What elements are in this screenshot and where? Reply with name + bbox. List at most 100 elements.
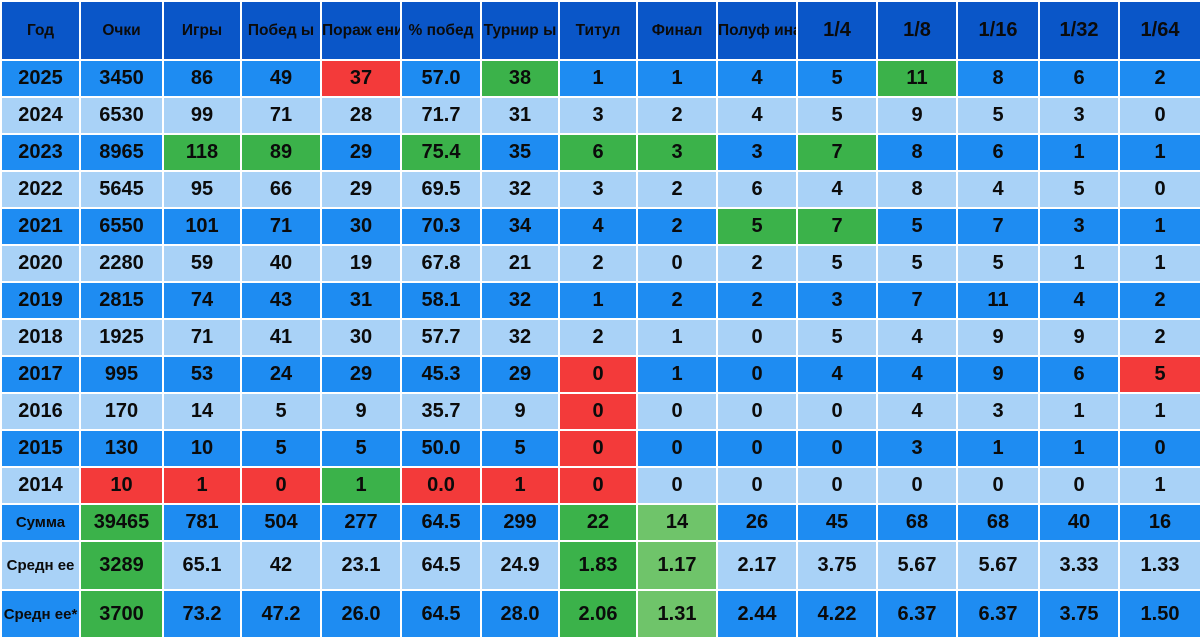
column-header: % побед <box>400 0 482 61</box>
table-cell: 49 <box>240 59 322 98</box>
table-cell: 71.7 <box>400 96 482 135</box>
table-cell: 5645 <box>79 170 164 209</box>
table-cell: 14 <box>162 392 242 431</box>
table-cell: 0 <box>636 244 718 283</box>
year-cell: 2017 <box>0 355 81 394</box>
column-header: Турнир ы <box>480 0 560 61</box>
year-cell: 2015 <box>0 429 81 468</box>
summary-cell: 5.67 <box>876 540 958 591</box>
table-cell: 5 <box>1118 355 1200 394</box>
year-cell: 2016 <box>0 392 81 431</box>
table-cell: 2 <box>1118 281 1200 320</box>
table-cell: 3 <box>796 281 878 320</box>
table-cell: 4 <box>1038 281 1120 320</box>
table-cell: 3 <box>1038 207 1120 246</box>
column-header: Очки <box>79 0 164 61</box>
table-cell: 40 <box>240 244 322 283</box>
table-cell: 35.7 <box>400 392 482 431</box>
table-cell: 8965 <box>79 133 164 172</box>
summary-cell: 16 <box>1118 503 1200 542</box>
sum-row: Сумма 39465 781 504 277 64.5 299 22 14 26 45 68 68 40… <box>0 503 1200 542</box>
average-adjusted-row: Средн ее* 3700 73.2 47.2 26.0 64.5 28.0 2.06 1.3… <box>0 589 1200 639</box>
table-cell: 4 <box>796 355 878 394</box>
summary-cell: 39465 <box>79 503 164 542</box>
table-cell: 1 <box>636 355 718 394</box>
table-cell: 6530 <box>79 96 164 135</box>
table-cell: 11 <box>956 281 1040 320</box>
table-cell: 7 <box>796 133 878 172</box>
table-cell: 41 <box>240 318 322 357</box>
table-cell: 1 <box>1038 244 1120 283</box>
summary-label: Средн ее <box>0 540 81 591</box>
table-cell: 5 <box>796 244 878 283</box>
table-cell: 9 <box>876 96 958 135</box>
table-cell: 0 <box>716 466 798 505</box>
table-row: 2019 2815 74 43 31 58.1 32 1 2 2 3 7 11 4 2 <box>0 281 1200 320</box>
table-cell: 38 <box>480 59 560 98</box>
year-cell: 2021 <box>0 207 81 246</box>
table-cell: 1 <box>320 466 402 505</box>
table-cell: 29 <box>320 170 402 209</box>
table-cell: 6 <box>1038 59 1120 98</box>
table-cell: 5 <box>320 429 402 468</box>
table-cell: 31 <box>320 281 402 320</box>
summary-cell: 6.37 <box>876 589 958 639</box>
table-cell: 35 <box>480 133 560 172</box>
table-cell: 4 <box>716 96 798 135</box>
table-cell: 3 <box>716 133 798 172</box>
summary-cell: 65.1 <box>162 540 242 591</box>
table-cell: 2 <box>716 281 798 320</box>
summary-cell: 1.17 <box>636 540 718 591</box>
table-cell: 4 <box>796 170 878 209</box>
column-header: 1/4 <box>796 0 878 61</box>
table-cell: 0 <box>1118 96 1200 135</box>
table-row: 2022 5645 95 66 29 69.5 32 3 2 6 4 8 4 5 0 <box>0 170 1200 209</box>
table-cell: 1 <box>1118 392 1200 431</box>
table-cell: 0 <box>558 429 638 468</box>
summary-cell: 64.5 <box>400 503 482 542</box>
table-cell: 29 <box>320 133 402 172</box>
summary-cell: 68 <box>956 503 1040 542</box>
table-cell: 53 <box>162 355 242 394</box>
table-cell: 1 <box>1118 466 1200 505</box>
table-row: 2023 8965 118 89 29 75.4 35 6 3 3 7 8 6 1 1 <box>0 133 1200 172</box>
table-cell: 0 <box>558 392 638 431</box>
table-cell: 37 <box>320 59 402 98</box>
table-cell: 2 <box>558 318 638 357</box>
table-cell: 4 <box>956 170 1040 209</box>
table-cell: 29 <box>320 355 402 394</box>
summary-cell: 6.37 <box>956 589 1040 639</box>
summary-label: Средн ее* <box>0 589 81 639</box>
column-header: 1/32 <box>1038 0 1120 61</box>
table-cell: 0 <box>1038 466 1120 505</box>
table-cell: 7 <box>796 207 878 246</box>
table-cell: 59 <box>162 244 242 283</box>
table-cell: 0 <box>558 355 638 394</box>
table-cell: 71 <box>240 207 322 246</box>
table-cell: 30 <box>320 207 402 246</box>
summary-cell: 781 <box>162 503 242 542</box>
table-cell: 21 <box>480 244 560 283</box>
table-cell: 2 <box>636 170 718 209</box>
table-cell: 74 <box>162 281 242 320</box>
table-cell: 2 <box>636 96 718 135</box>
summary-cell: 2.06 <box>558 589 638 639</box>
year-cell: 2019 <box>0 281 81 320</box>
table-cell: 0 <box>240 466 322 505</box>
table-cell: 1 <box>1118 207 1200 246</box>
table-cell: 1 <box>1118 133 1200 172</box>
table-cell: 6 <box>558 133 638 172</box>
table-cell: 32 <box>480 318 560 357</box>
table-cell: 30 <box>320 318 402 357</box>
summary-cell: 3.33 <box>1038 540 1120 591</box>
table-cell: 1 <box>1118 244 1200 283</box>
table-cell: 9 <box>320 392 402 431</box>
table-cell: 6 <box>716 170 798 209</box>
year-cell: 2024 <box>0 96 81 135</box>
table-row: 2020 2280 59 40 19 67.8 21 2 0 2 5 5 5 1 1 <box>0 244 1200 283</box>
table-cell: 1 <box>1038 429 1120 468</box>
column-header: Финал <box>636 0 718 61</box>
table-cell: 2 <box>558 244 638 283</box>
column-header: Побед ы <box>240 0 322 61</box>
summary-cell: 45 <box>796 503 878 542</box>
